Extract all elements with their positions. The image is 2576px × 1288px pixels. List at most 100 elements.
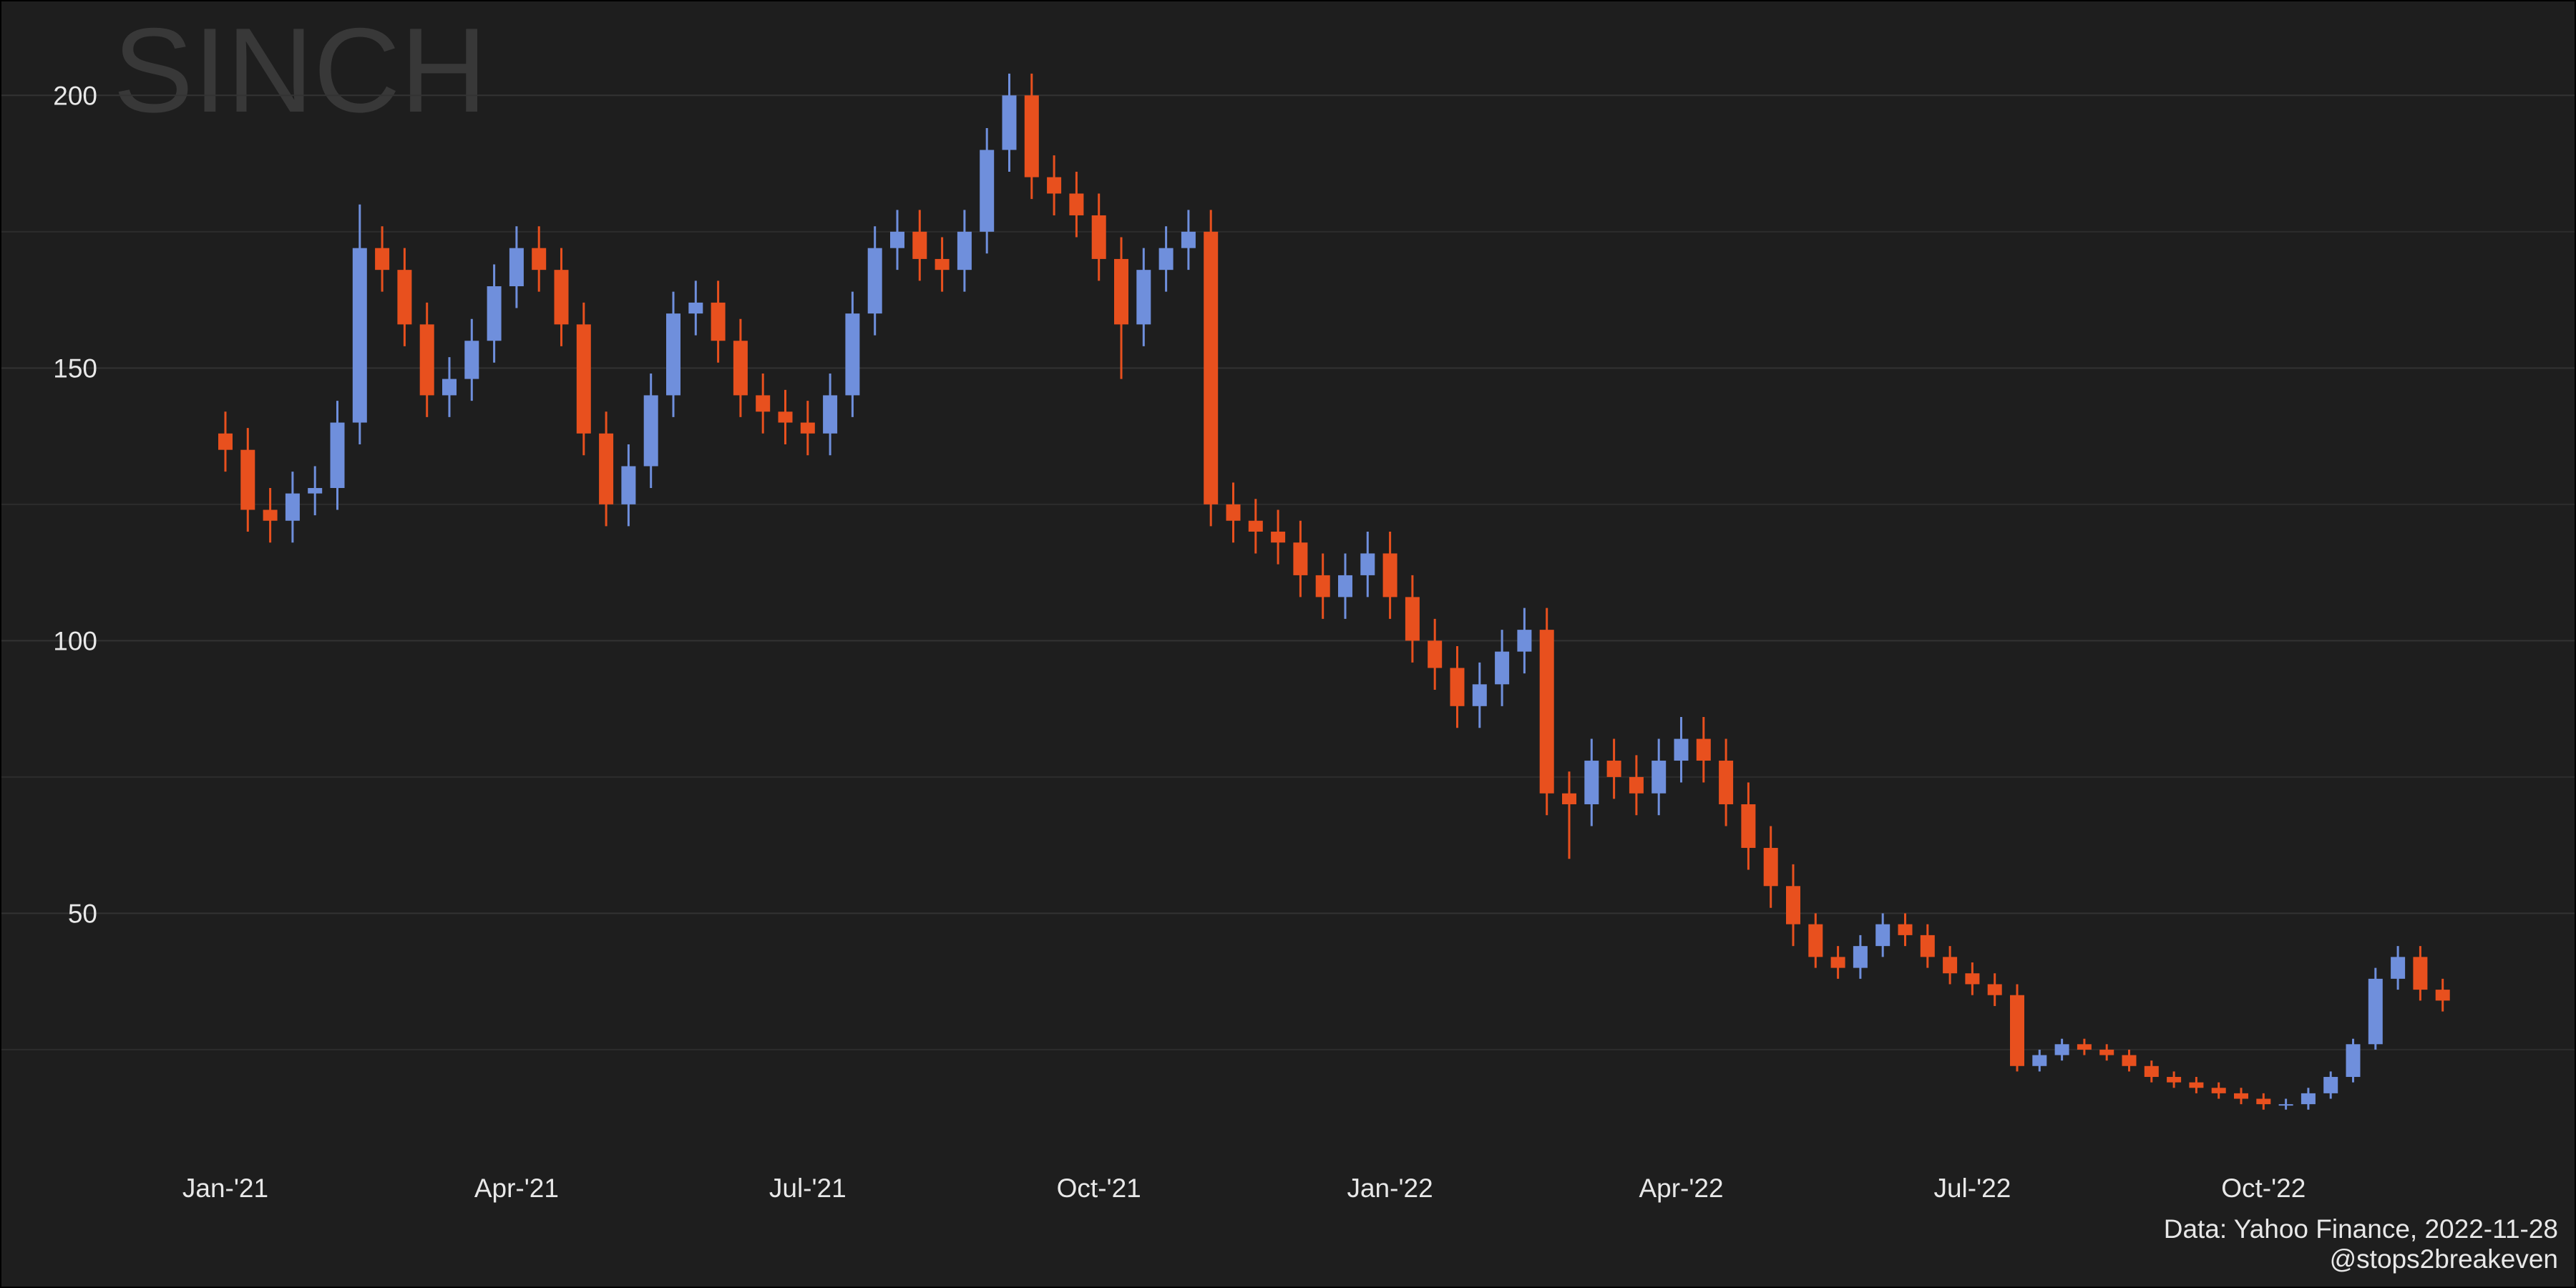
candle-body xyxy=(2032,1055,2047,1066)
candle-body xyxy=(1830,957,1845,968)
candle-body xyxy=(1719,761,1734,804)
candle-body xyxy=(308,487,323,494)
candle-body xyxy=(1002,95,1017,150)
candle-body xyxy=(2278,1104,2293,1106)
candle-body xyxy=(487,286,502,341)
x-tick-label: Jan-'21 xyxy=(182,1174,268,1203)
candle-body xyxy=(733,341,748,396)
candle-body xyxy=(1965,973,1980,985)
candle-body xyxy=(2099,1049,2114,1055)
candle-body xyxy=(2368,978,2383,1045)
candle-body xyxy=(2346,1044,2361,1078)
candle-body xyxy=(2144,1065,2159,1078)
candle-body xyxy=(621,466,636,504)
candle-body xyxy=(1920,935,1935,957)
candle-body xyxy=(1898,924,1913,935)
y-tick-label: 50 xyxy=(68,899,97,928)
candle-body xyxy=(330,422,345,488)
candle-body xyxy=(957,231,972,270)
x-tick-label: Oct-'22 xyxy=(2221,1174,2306,1203)
x-tick-label: Jan-'22 xyxy=(1347,1174,1433,1203)
x-tick-label: Apr-'22 xyxy=(1639,1174,1723,1203)
candle-body xyxy=(1629,776,1644,794)
candle-body xyxy=(2054,1044,2069,1055)
x-tick-label: Jul-'21 xyxy=(769,1174,847,1203)
candle-body xyxy=(375,248,390,270)
candle-body xyxy=(800,422,815,434)
candle-body xyxy=(1652,761,1667,794)
candle-body xyxy=(419,324,434,396)
candle-body xyxy=(554,270,569,325)
candle-body xyxy=(935,258,950,270)
candle-body xyxy=(2077,1044,2092,1050)
candle-body xyxy=(1495,651,1510,685)
candle-body xyxy=(1360,553,1375,575)
candle-body xyxy=(2234,1093,2248,1099)
candle-body xyxy=(1674,738,1689,761)
candle-body xyxy=(442,379,457,396)
candle-body xyxy=(2391,957,2406,979)
candle-body xyxy=(532,248,547,270)
candle-body xyxy=(1069,193,1084,215)
x-tick-label: Apr-'21 xyxy=(474,1174,559,1203)
candle-body xyxy=(1293,542,1308,575)
candle-body xyxy=(1158,248,1174,270)
y-tick-label: 100 xyxy=(53,626,97,655)
candle-body xyxy=(1943,957,1958,974)
candle-body xyxy=(1114,258,1128,325)
candle-body xyxy=(2167,1077,2182,1083)
candle-body xyxy=(1539,630,1554,794)
candle-body xyxy=(1136,270,1151,325)
candle-body xyxy=(1428,640,1443,668)
candle-body xyxy=(2010,995,2024,1066)
candle-body xyxy=(1024,95,1039,177)
candle-body xyxy=(1741,804,1756,848)
candle-body xyxy=(2211,1088,2226,1093)
y-tick-label: 150 xyxy=(53,353,97,383)
candle-body xyxy=(1987,984,2002,995)
caption: @stops2breakeven xyxy=(2330,1244,2558,1274)
candle-body xyxy=(1271,531,1286,543)
candle-body xyxy=(352,248,367,423)
candle-body xyxy=(1517,630,1532,652)
candle-body xyxy=(1696,738,1711,761)
candle-body xyxy=(509,248,524,287)
candle-body xyxy=(599,433,614,504)
candle-body xyxy=(643,395,658,467)
candle-body xyxy=(576,324,591,434)
x-tick-label: Jul-'22 xyxy=(1933,1174,2011,1203)
candle-body xyxy=(2323,1077,2338,1093)
candle-body xyxy=(1315,575,1330,597)
candle-body xyxy=(1047,177,1062,194)
candle-body xyxy=(711,302,726,341)
y-tick-label: 200 xyxy=(53,81,97,110)
caption: Data: Yahoo Finance, 2022-11-28 xyxy=(2164,1214,2558,1244)
candle-body xyxy=(2122,1055,2137,1066)
x-tick-label: Oct-'21 xyxy=(1057,1174,1141,1203)
candle-body xyxy=(1091,215,1106,259)
candle-body xyxy=(823,395,838,434)
candle-body xyxy=(1405,597,1420,641)
candle-body xyxy=(1472,684,1487,706)
candle-body xyxy=(845,313,860,396)
candle-body xyxy=(778,411,793,423)
candle-body xyxy=(1584,761,1599,804)
candle-body xyxy=(867,248,882,314)
candle-body xyxy=(218,433,233,450)
candle-body xyxy=(756,395,771,412)
candle-body xyxy=(890,231,904,248)
candle-body xyxy=(1853,946,1868,968)
candle-body xyxy=(1875,924,1890,947)
candle-body xyxy=(1450,668,1465,706)
candle-body xyxy=(1562,793,1576,804)
candle-body xyxy=(285,493,300,521)
candle-body xyxy=(1226,504,1241,521)
candle-body xyxy=(2413,957,2428,990)
candle-body xyxy=(688,302,703,314)
candle-body xyxy=(666,313,680,396)
candle-body xyxy=(2435,990,2450,1001)
candle-body xyxy=(2256,1098,2271,1105)
candle-body xyxy=(2301,1093,2316,1105)
candle-body xyxy=(397,270,412,325)
